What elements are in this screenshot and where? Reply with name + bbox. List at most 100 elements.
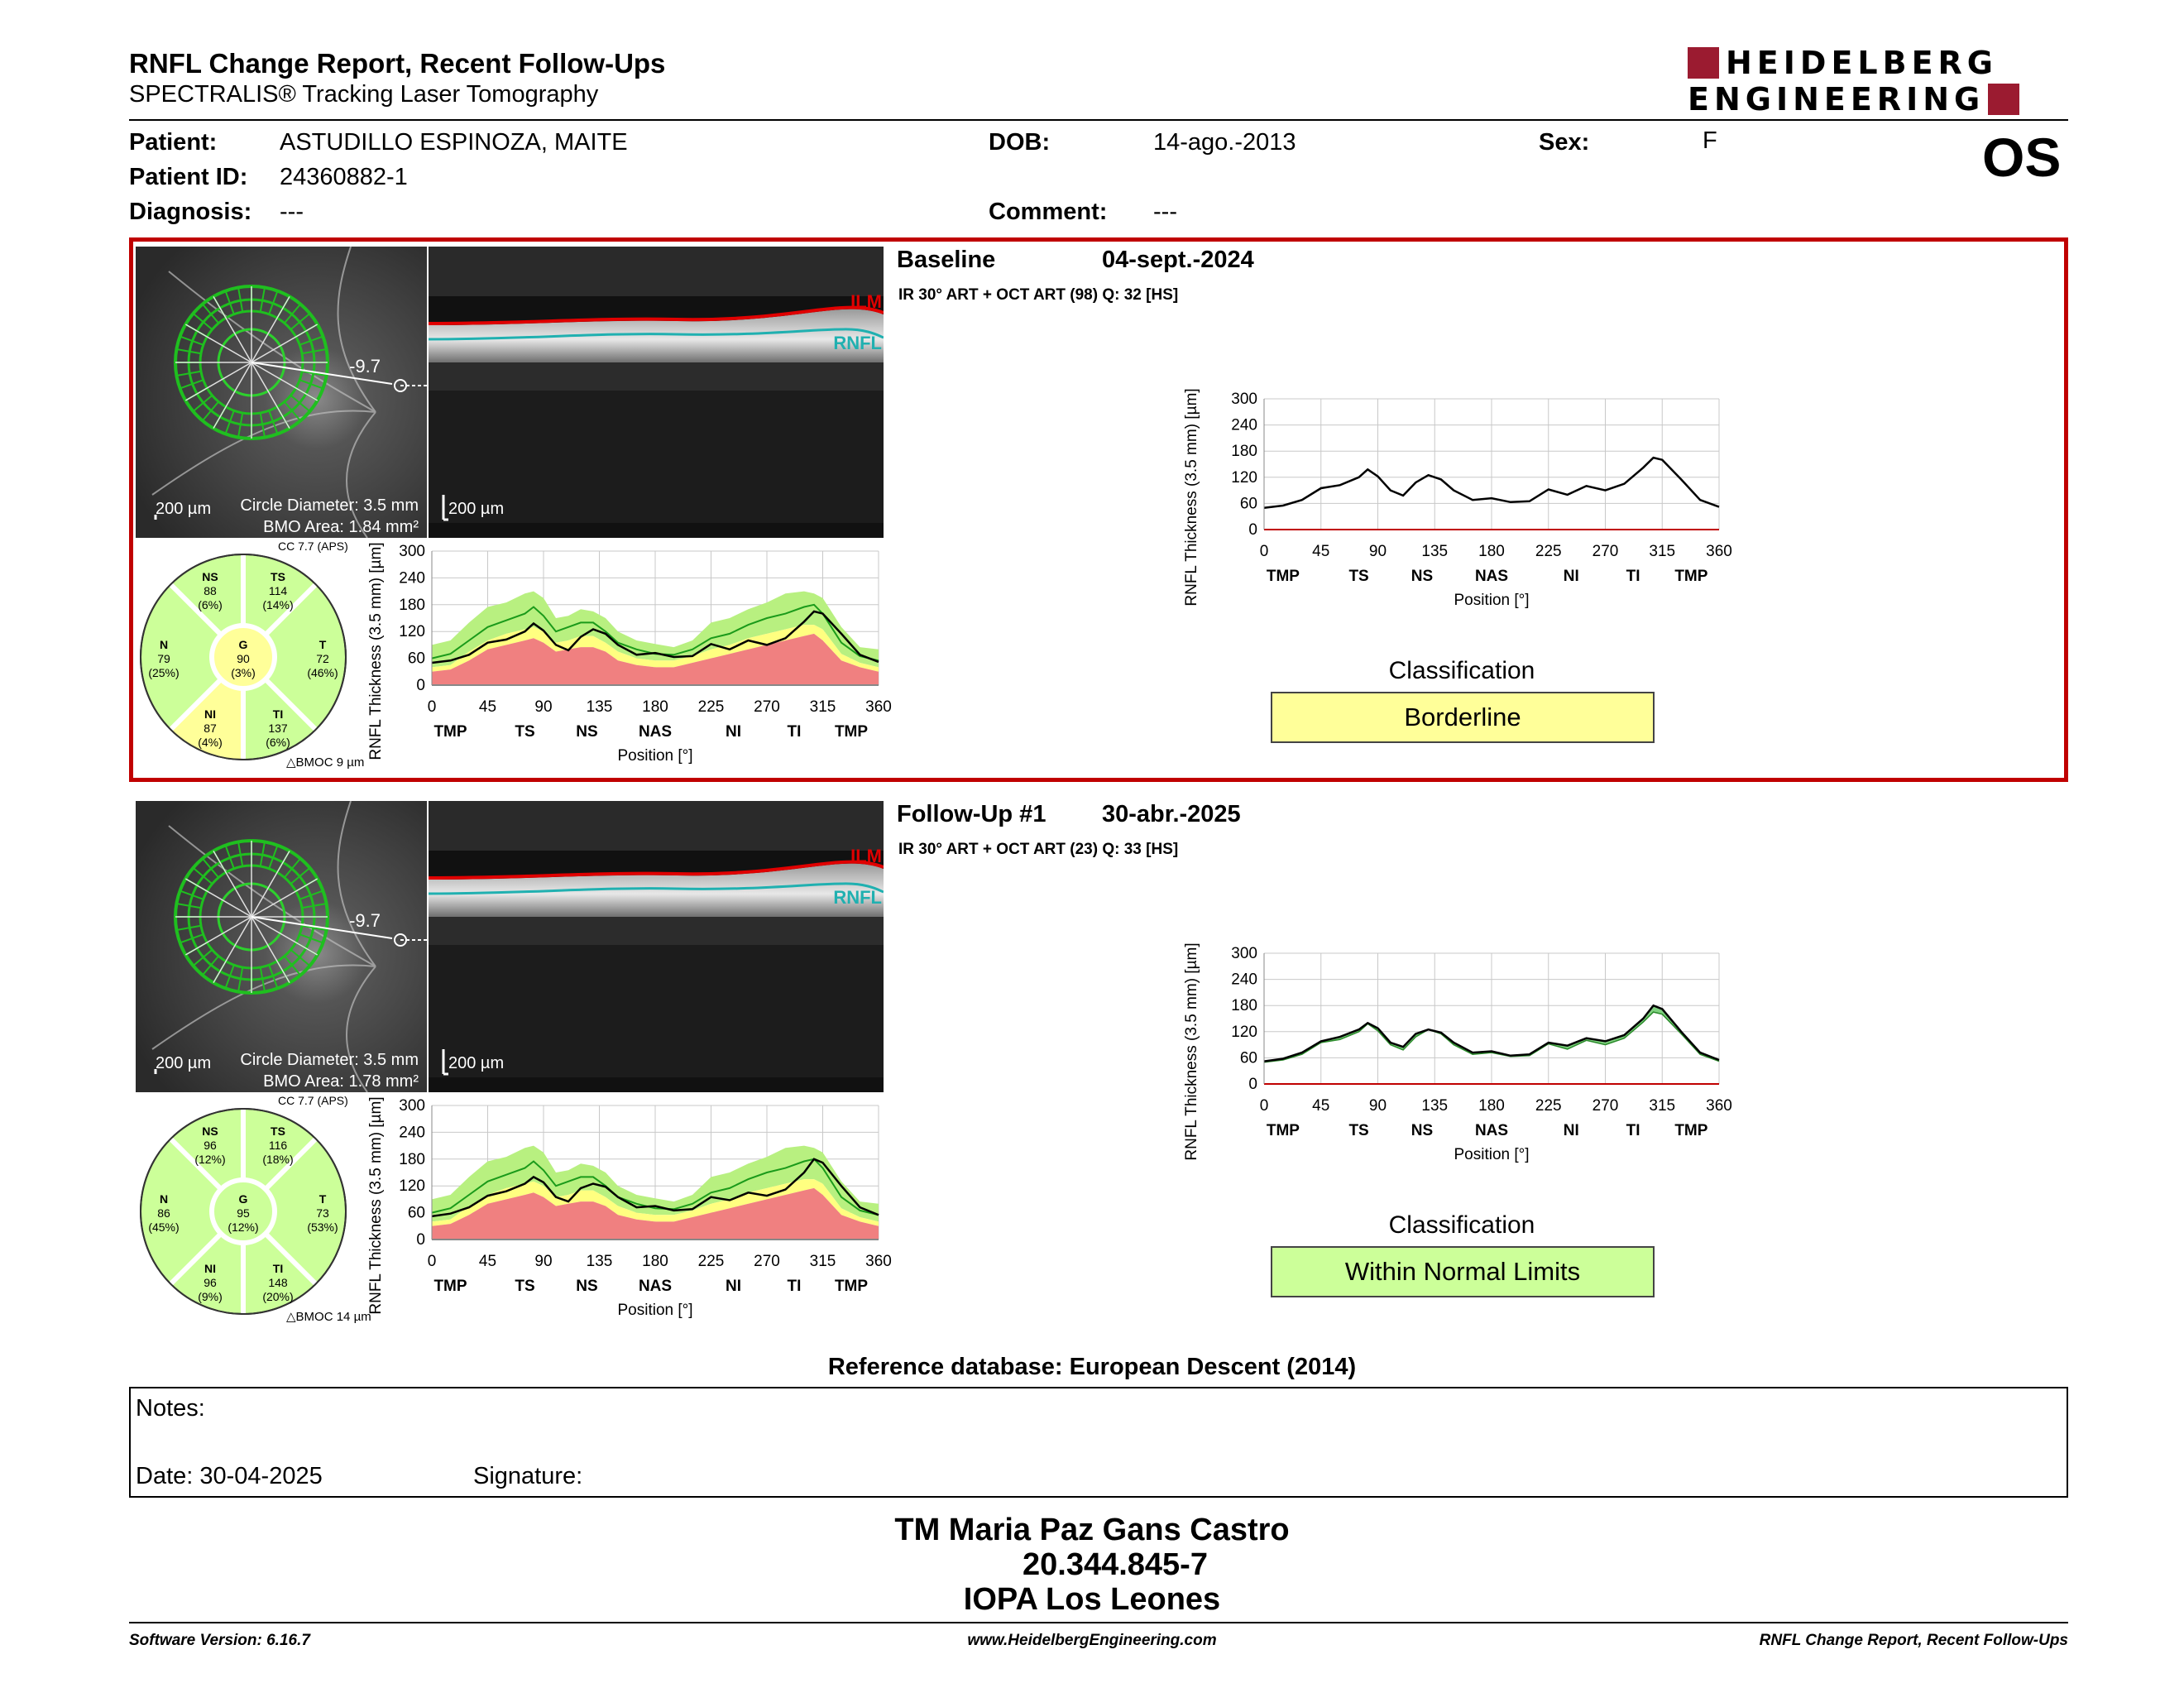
sector-ti-pct: (6%) (266, 736, 290, 749)
sector-ts-value: 114 (269, 584, 288, 597)
rnfl-label: RNFL (833, 887, 882, 908)
sector-ti-value: 137 (268, 722, 288, 735)
x-axis-title: Position [°] (1454, 592, 1529, 609)
sector-g-value: 90 (237, 652, 250, 665)
region-label: NAS (1475, 568, 1508, 585)
y-tick-label: 120 (1231, 1024, 1257, 1041)
x-tick-label: 315 (1649, 543, 1675, 560)
y-tick-label: 120 (1231, 469, 1257, 487)
sector-ni-pct: (9%) (198, 1290, 223, 1303)
software-version: Software Version: 6.16.7 (129, 1632, 310, 1649)
logo-line2: ENGINEERING (1688, 81, 1985, 117)
y-tick-label: 60 (408, 650, 425, 668)
x-tick-label: 90 (1369, 543, 1387, 560)
scan-info: IR 30° ART + OCT ART (23) Q: 33 [HS] (898, 841, 1179, 858)
notes-box[interactable]: Notes: Date: 30-04-2025 Signature: (129, 1387, 2068, 1498)
classification-title: Classification (1388, 1211, 1535, 1239)
x-tick-label: 270 (754, 1253, 780, 1270)
sector-divider (169, 1231, 223, 1286)
dob-label: DOB: (989, 129, 1051, 156)
sector-divider (263, 1137, 318, 1192)
normal-mean-line (431, 1158, 879, 1216)
sector-ts-pct: (14%) (262, 598, 293, 611)
x-tick-label: 270 (1592, 543, 1619, 560)
large-tsnit-chart: 300 240 180 120 60 0 0 45 90 135 180 225 270 315 360 TM… (1175, 928, 1737, 1177)
sector-svg: NS96(12%)TS116(18%)N86(45%)G95(12%)T73(5… (140, 1108, 347, 1315)
sector-ti-name: TI (273, 1262, 283, 1275)
section-date: 04-sept.-2024 (1102, 247, 1254, 273)
region-label: TMP (433, 723, 467, 741)
sector-g-name: G (239, 1192, 248, 1206)
sector-n-pct: (45%) (148, 1220, 179, 1234)
x-tick-label: 180 (642, 1253, 668, 1270)
region-label: TMP (1267, 568, 1300, 585)
bmoc-label: △BMOC 14 µm (286, 1310, 371, 1324)
sector-ni-value: 96 (204, 1276, 217, 1289)
x-tick-label: 135 (1421, 1097, 1448, 1115)
x-tick-label: 0 (428, 1253, 437, 1270)
y-tick-label: 180 (399, 597, 425, 614)
sector-g-pct: (12%) (228, 1220, 258, 1234)
y-axis-title: RNFL Thickness (3.5 mm) [µm] (367, 542, 385, 760)
region-label: NAS (639, 1278, 672, 1295)
circle-diameter: Circle Diameter: 3.5 mm (240, 1051, 419, 1069)
y-tick-label: 180 (399, 1151, 425, 1168)
large-tsnit-chart: 300 240 180 120 60 0 0 45 90 135 180 225 270 315 360 TM… (1175, 374, 1737, 622)
x-tick-label: 135 (587, 698, 613, 716)
x-tick-label: 45 (479, 698, 496, 716)
fundus-spoke (251, 362, 318, 401)
classification-title: Classification (1388, 657, 1535, 684)
cc-label: CC 7.7 (APS) (278, 1094, 348, 1107)
sector-ni-name: NI (204, 1262, 216, 1275)
sector-t-pct: (53%) (307, 1220, 338, 1234)
sector-divider (263, 677, 318, 731)
ilm-label: ILM (850, 291, 882, 312)
region-label: NAS (1475, 1122, 1508, 1139)
y-tick-label: 300 (1231, 945, 1257, 962)
website-link[interactable]: www.HeidelbergEngineering.com (967, 1632, 1217, 1649)
sector-g-pct: (3%) (231, 666, 256, 679)
baseline-line (1263, 1011, 1720, 1063)
big-chart-svg: 300 240 180 120 60 00 45 90 135 180 225 270 315 360 TM… (1183, 388, 1732, 609)
big-chart-svg: 300 240 180 120 60 00 45 90 135 180 225 270 315 360 TM… (1183, 942, 1732, 1163)
y-tick-label: 120 (399, 1177, 425, 1195)
x-tick-label: 135 (1421, 543, 1448, 560)
region-label: TI (1626, 568, 1640, 585)
fundus-spoke (251, 295, 290, 363)
y-tick-label: 300 (1231, 391, 1257, 408)
outside-band (432, 633, 879, 685)
y-tick-label: 120 (399, 623, 425, 640)
fundus-spoke (251, 878, 318, 918)
borderline-band (432, 625, 879, 672)
y-tick-label: 0 (1248, 1076, 1257, 1093)
bmo-area: BMO Area: 1.78 mm² (263, 1072, 419, 1091)
sector-ns-value: 88 (204, 584, 217, 597)
sector-t-value: 72 (316, 652, 329, 665)
normal-band (432, 1145, 879, 1222)
change-band (1264, 1005, 1719, 1062)
y-tick-label: 240 (1231, 417, 1257, 434)
bmoc-value: BMOC 9 µm (295, 755, 365, 770)
oct-svg: ILM RNFL (429, 247, 884, 538)
x-axis-title: Position [°] (617, 1302, 692, 1319)
fundus-spoke (251, 324, 318, 363)
thickness-line (1263, 456, 1720, 509)
fundus-spoke (184, 878, 252, 918)
region-label: TI (1626, 1122, 1640, 1139)
sector-ns-name: NS (202, 1125, 218, 1138)
x-tick-label: 315 (1649, 1097, 1675, 1115)
fundus-svg: -9.7 (136, 247, 427, 538)
sector-n-name: N (160, 1192, 168, 1206)
fundus-info: Circle Diameter: 3.5 mm BMO Area: 1.78 m… (223, 1049, 419, 1092)
patient-name: ASTUDILLO ESPINOZA, MAITE (280, 129, 628, 156)
y-tick-label: 300 (399, 543, 425, 560)
x-tick-label: 225 (1535, 1097, 1562, 1115)
x-tick-label: 180 (1478, 543, 1505, 560)
fundus-spoke (213, 850, 252, 918)
region-label: TMP (1674, 568, 1707, 585)
x-tick-label: 270 (1592, 1097, 1619, 1115)
report-title: RNFL Change Report, Recent Follow-Ups (129, 48, 666, 79)
oct-bscan: ILM RNFL (429, 247, 884, 538)
normal-mean-line (431, 603, 879, 662)
footer-rule (129, 1622, 2068, 1623)
